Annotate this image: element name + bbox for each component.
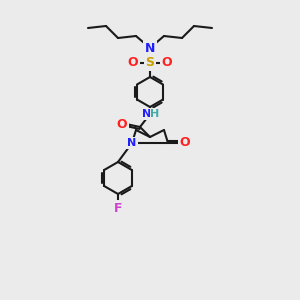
Text: O: O [180, 136, 190, 149]
Text: O: O [117, 118, 127, 130]
Text: N: N [142, 109, 152, 119]
Text: N: N [145, 41, 155, 55]
Text: N: N [128, 138, 136, 148]
Text: H: H [150, 109, 160, 119]
Text: F: F [114, 202, 122, 214]
Text: O: O [128, 56, 138, 70]
Text: O: O [162, 56, 172, 70]
Text: S: S [146, 56, 154, 70]
